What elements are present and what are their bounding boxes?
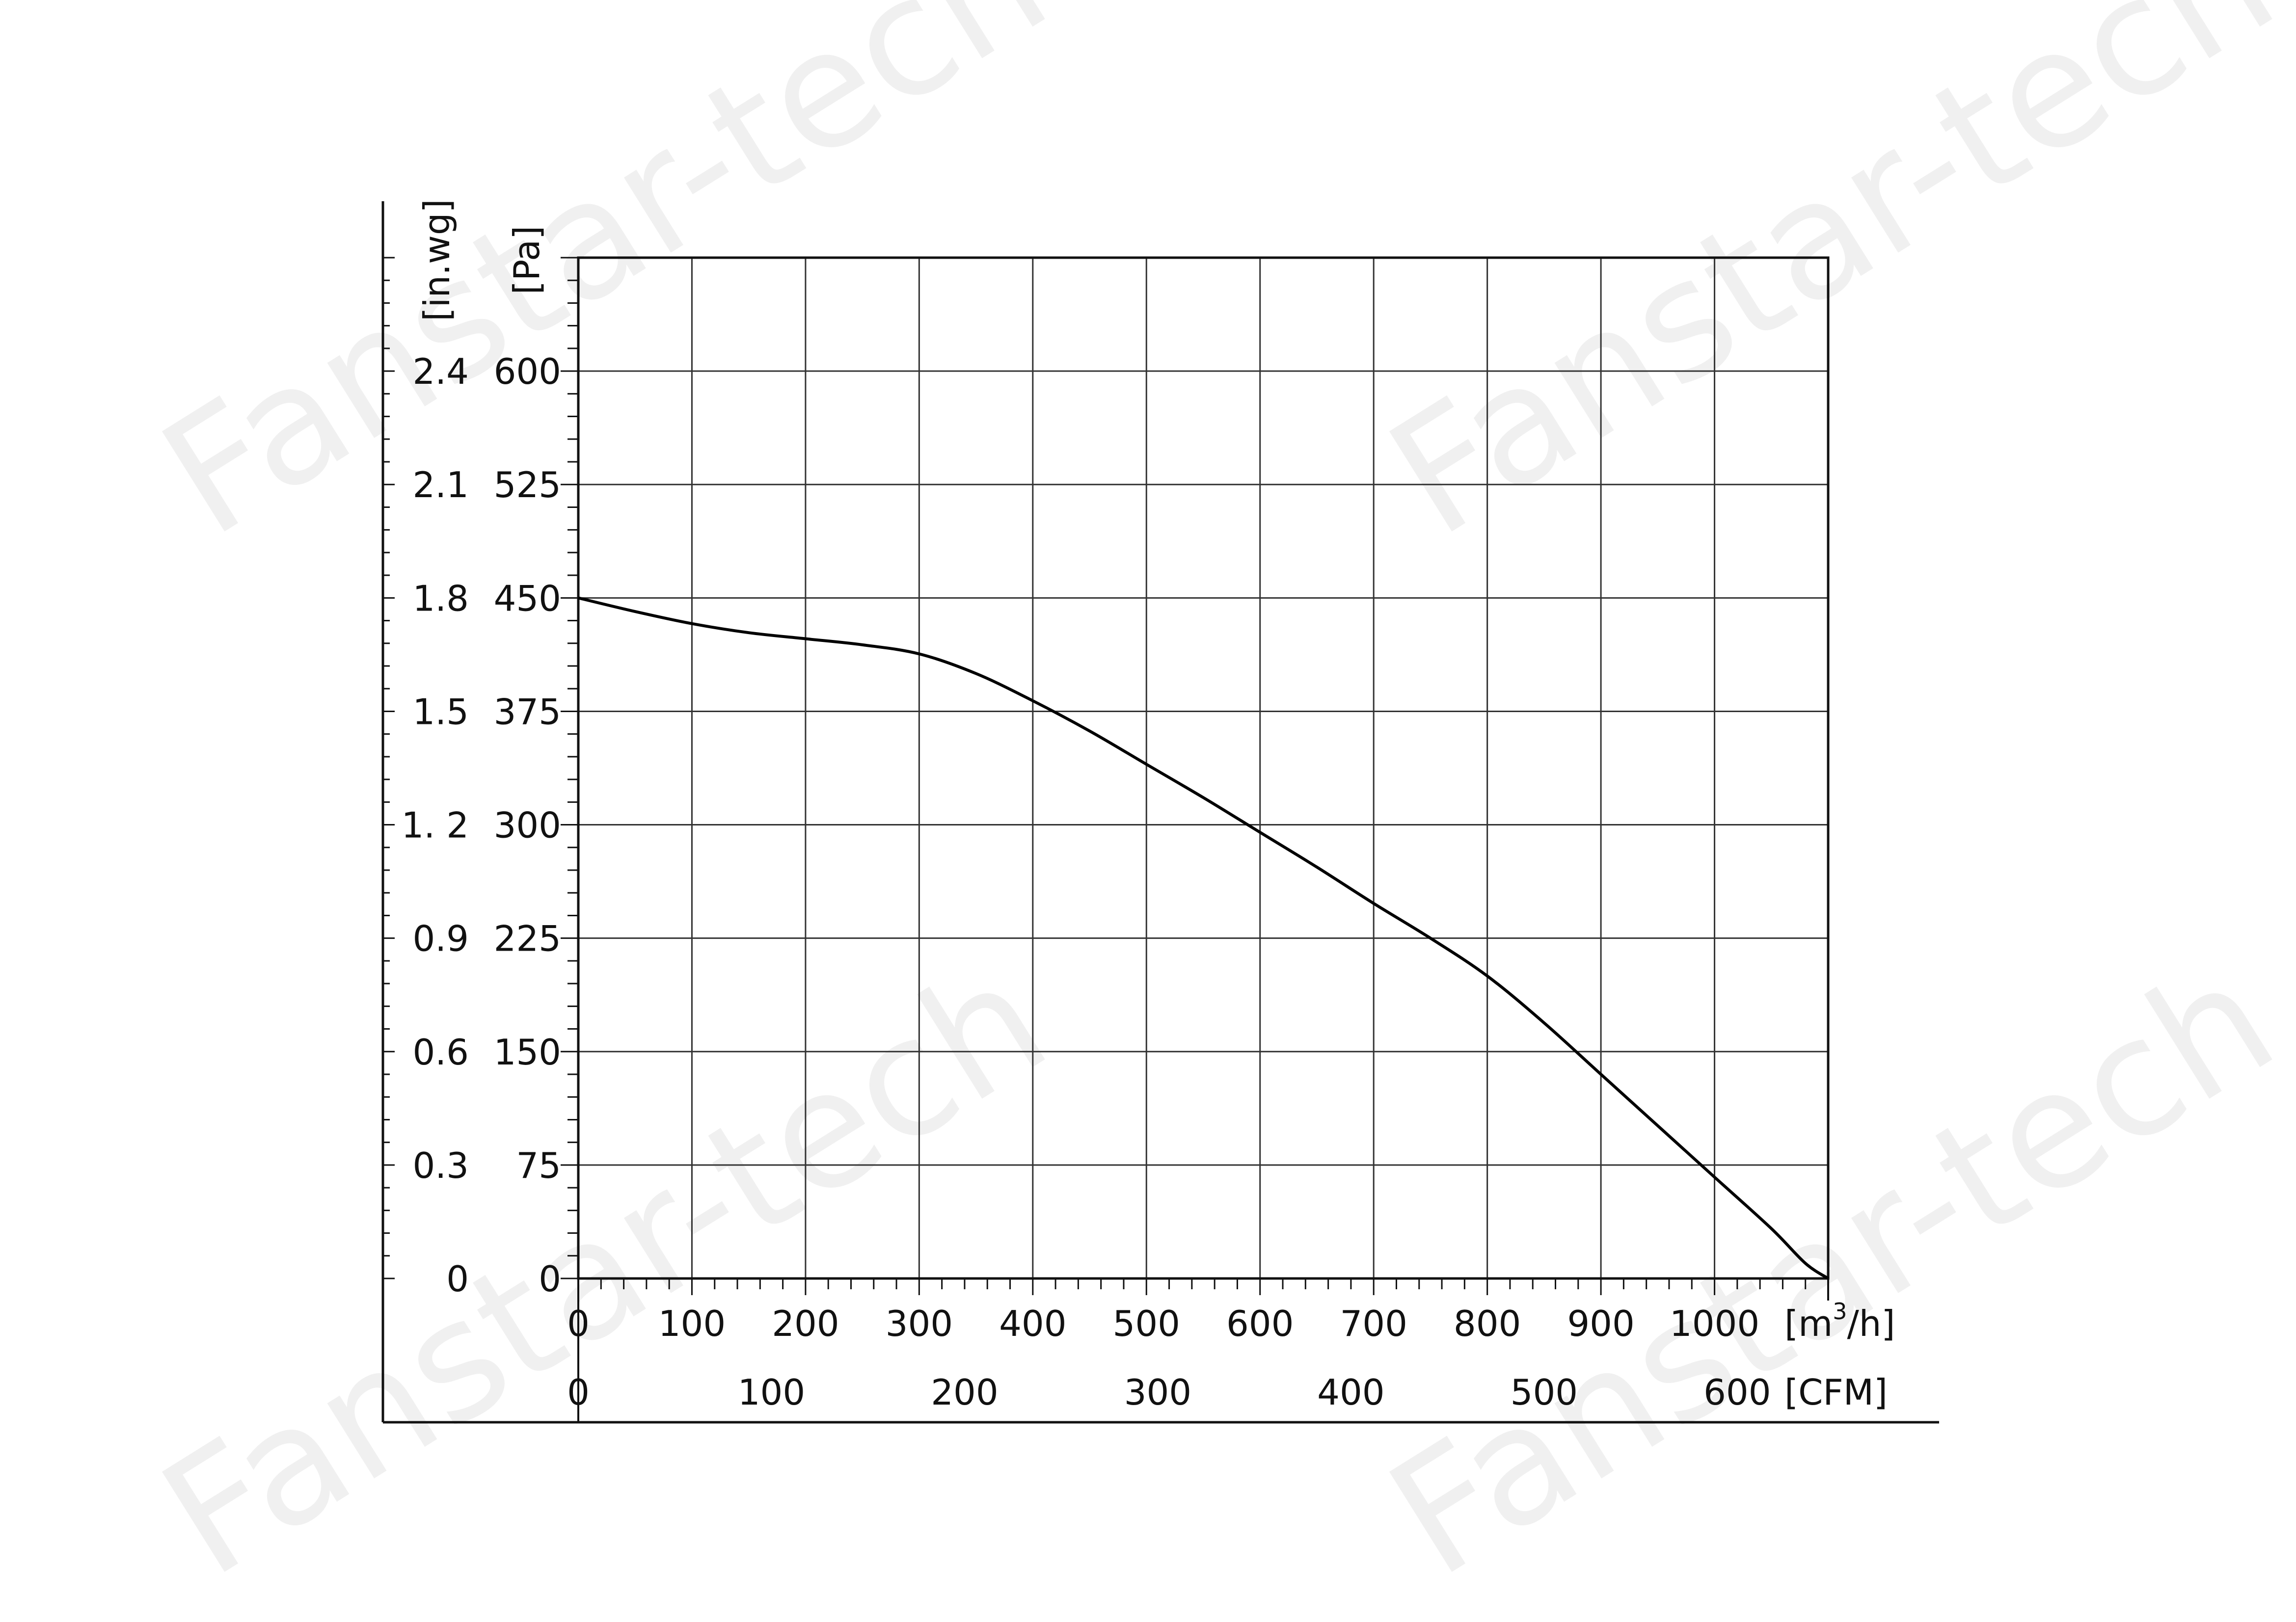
x-axis-label-m3h: [m3/h] [1784, 1298, 1895, 1344]
y-tick-label: 75 [516, 1145, 561, 1186]
y-tick-label: 225 [494, 918, 561, 959]
x-axis-label-base: [m [1784, 1303, 1833, 1344]
axis-ticks [383, 257, 1829, 1295]
series-curves [578, 596, 1829, 1280]
watermark-bottom-left: Fanstar-tech [132, 925, 1077, 1613]
y-axis-label-inwg: [in.wg] [416, 199, 458, 321]
y-tick-label: 375 [494, 691, 561, 732]
tick-labels: 0 75 150 225 300 375 450 525 600 0 0.3 0.6 0.9 1. 2 1.… [402, 351, 1771, 1413]
x2-axis-label-cfm: [CFM] [1784, 1372, 1888, 1413]
y2-tick-label: 1.5 [412, 691, 469, 732]
x2-tick-label: 200 [931, 1372, 998, 1413]
x2-tick-label: 400 [1317, 1372, 1384, 1413]
performance-curve [578, 596, 1829, 1280]
x-tick-label: 500 [1113, 1303, 1180, 1344]
plot-frame [577, 256, 1830, 1280]
y-axis-label-pa: [Pa] [506, 226, 547, 294]
x2-tick-label: 300 [1124, 1372, 1191, 1413]
axis-frame [381, 201, 1939, 1424]
y-tick-label: 600 [494, 351, 561, 392]
y2-tick-label: 1. 2 [402, 805, 469, 846]
y-tick-label: 150 [494, 1032, 561, 1073]
y-tick-label: 0 [539, 1258, 561, 1300]
y2-tick-label: 1.8 [412, 578, 469, 619]
y2-tick-label: 2.4 [412, 351, 469, 392]
y-tick-label: 300 [494, 805, 561, 846]
x-tick-label: 200 [772, 1303, 839, 1344]
x-tick-label: 0 [567, 1303, 590, 1344]
y2-tick-label: 0.6 [412, 1032, 469, 1073]
grid [578, 258, 1828, 1278]
x-tick-label: 300 [886, 1303, 953, 1344]
x2-tick-label: 100 [738, 1372, 805, 1413]
y2-tick-label: 2.1 [412, 464, 469, 505]
y-tick-label: 525 [494, 464, 561, 505]
x2-tick-label: 0 [567, 1372, 590, 1413]
x-tick-label: 700 [1340, 1303, 1407, 1344]
x-tick-label: 100 [658, 1303, 726, 1344]
x-axis-label-sup: 3 [1833, 1298, 1847, 1325]
x-tick-label: 600 [1226, 1303, 1294, 1344]
x-axis-label-tail: /h] [1847, 1303, 1895, 1344]
watermark-top-left: Fanstar-tech [132, 0, 1077, 572]
y2-tick-label: 0.9 [412, 918, 469, 959]
x2-tick-label: 600 [1703, 1372, 1771, 1413]
x-tick-label: 800 [1454, 1303, 1521, 1344]
y2-tick-label: 0 [446, 1258, 469, 1300]
y-tick-label: 450 [494, 578, 561, 619]
x-tick-label: 1000 [1670, 1303, 1759, 1344]
x-tick-label: 900 [1567, 1303, 1634, 1344]
x2-tick-label: 500 [1511, 1372, 1578, 1413]
y2-tick-label: 0.3 [412, 1145, 469, 1186]
x-tick-label: 400 [999, 1303, 1066, 1344]
